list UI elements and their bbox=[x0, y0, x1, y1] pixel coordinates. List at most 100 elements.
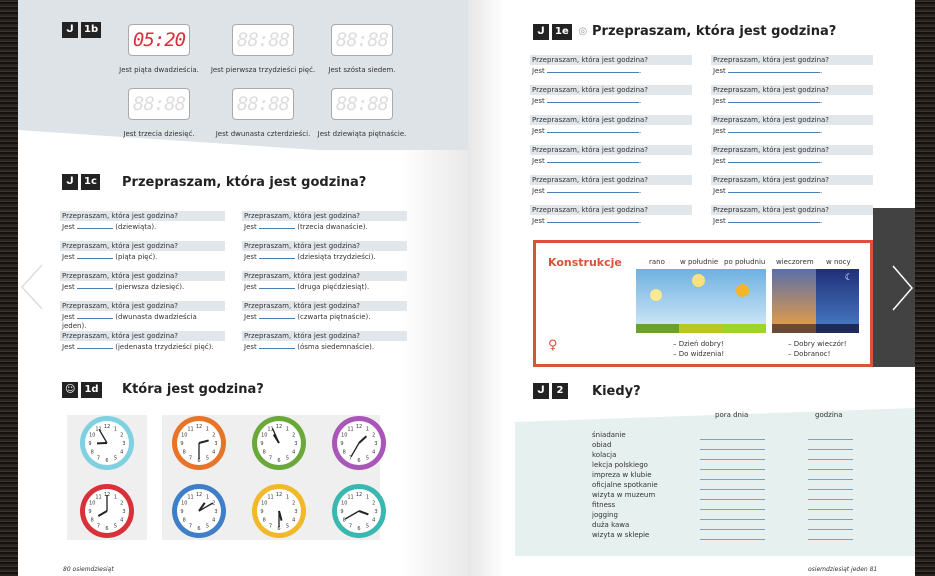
svg-text:9: 9 bbox=[180, 441, 183, 447]
godzina-blank[interactable] bbox=[808, 529, 853, 530]
pora-dnia-blank[interactable] bbox=[700, 449, 765, 450]
svg-text:2: 2 bbox=[212, 501, 215, 507]
answer-blank[interactable] bbox=[259, 282, 295, 289]
svg-text:3: 3 bbox=[122, 509, 125, 515]
activity-label: oficjalne spotkanie bbox=[592, 481, 658, 489]
exercise-badge-1c: ᒍ 1c bbox=[62, 174, 100, 190]
svg-text:8: 8 bbox=[183, 518, 186, 524]
pora-dnia-blank[interactable] bbox=[700, 519, 765, 520]
answer-blank[interactable] bbox=[728, 156, 820, 163]
page-number: 80 osiemdziesiąt bbox=[63, 566, 114, 573]
exercise-badge-1d: ☺ 1d bbox=[62, 382, 102, 398]
pora-dnia-blank[interactable] bbox=[700, 489, 765, 490]
answer-blank[interactable] bbox=[77, 282, 113, 289]
answer-blank[interactable] bbox=[77, 222, 113, 229]
svg-text:4: 4 bbox=[120, 450, 123, 456]
svg-text:12: 12 bbox=[356, 424, 362, 430]
svg-text:6: 6 bbox=[277, 458, 280, 464]
godzina-blank[interactable] bbox=[808, 519, 853, 520]
question-item: Przepraszam, która jest godzina? Jest (ós… bbox=[242, 331, 407, 353]
answer-blank[interactable] bbox=[259, 252, 295, 259]
pora-dnia-blank[interactable] bbox=[700, 469, 765, 470]
night-phrases: – Dobry wieczór! – Dobranoc! bbox=[788, 340, 847, 358]
answer-blank[interactable] bbox=[728, 96, 820, 103]
pora-dnia-blank[interactable] bbox=[700, 479, 765, 480]
godzina-blank[interactable] bbox=[808, 539, 853, 540]
pora-dnia-blank[interactable] bbox=[700, 529, 765, 530]
exercise-title-1c: Przepraszam, która jest godzina? bbox=[122, 175, 367, 190]
cd-icon[interactable]: ◎ bbox=[578, 26, 588, 37]
minute-hand bbox=[350, 442, 360, 458]
svg-text:9: 9 bbox=[260, 441, 263, 447]
godzina-blank[interactable] bbox=[808, 439, 853, 440]
svg-text:1: 1 bbox=[206, 494, 209, 500]
svg-text:3: 3 bbox=[294, 441, 297, 447]
godzina-blank[interactable] bbox=[808, 459, 853, 460]
svg-text:2: 2 bbox=[372, 501, 375, 507]
answer-blank[interactable] bbox=[547, 66, 639, 73]
svg-text:5: 5 bbox=[206, 456, 209, 462]
answer-blank[interactable] bbox=[728, 186, 820, 193]
kiedy-band bbox=[515, 408, 915, 556]
svg-text:7: 7 bbox=[97, 456, 100, 462]
svg-text:12: 12 bbox=[276, 492, 282, 498]
pora-dnia-blank[interactable] bbox=[700, 459, 765, 460]
svg-text:3: 3 bbox=[374, 441, 377, 447]
answer-blank[interactable] bbox=[259, 222, 295, 229]
svg-text:11: 11 bbox=[267, 426, 273, 432]
answer-blank[interactable] bbox=[547, 156, 639, 163]
activity-label: śniadanie bbox=[592, 431, 626, 439]
answer-blank[interactable] bbox=[547, 126, 639, 133]
answer-blank[interactable] bbox=[77, 312, 113, 319]
prev-page-button[interactable] bbox=[18, 262, 48, 312]
time-of-day-label: rano bbox=[649, 258, 665, 266]
digital-clock: 88:88 bbox=[232, 88, 294, 120]
svg-text:8: 8 bbox=[91, 518, 94, 524]
answer-blank[interactable] bbox=[77, 252, 113, 259]
activity-label: fitness bbox=[592, 501, 616, 509]
svg-text:11: 11 bbox=[347, 426, 353, 432]
svg-text:12: 12 bbox=[196, 492, 202, 498]
svg-text:8: 8 bbox=[343, 518, 346, 524]
left-page: ᒍ 1b 05:20 Jest piąta dwadzieścia. 88:88 Jes… bbox=[18, 0, 468, 576]
pora-dnia-blank[interactable] bbox=[700, 499, 765, 500]
svg-text:7: 7 bbox=[269, 524, 272, 530]
svg-text:10: 10 bbox=[181, 501, 187, 507]
answer-blank[interactable] bbox=[259, 342, 295, 349]
answer-blank[interactable] bbox=[259, 312, 295, 319]
svg-text:10: 10 bbox=[181, 433, 187, 439]
godzina-blank[interactable] bbox=[808, 489, 853, 490]
pora-dnia-blank[interactable] bbox=[700, 509, 765, 510]
godzina-blank[interactable] bbox=[808, 509, 853, 510]
answer-blank[interactable] bbox=[728, 126, 820, 133]
svg-text:9: 9 bbox=[180, 509, 183, 515]
godzina-blank[interactable] bbox=[808, 479, 853, 480]
svg-text:1: 1 bbox=[366, 494, 369, 500]
svg-text:8: 8 bbox=[91, 450, 94, 456]
answer-blank[interactable] bbox=[547, 216, 639, 223]
answer-blank[interactable] bbox=[728, 66, 820, 73]
svg-text:4: 4 bbox=[372, 518, 375, 524]
digital-clock: 88:88 bbox=[331, 24, 393, 56]
background-left bbox=[0, 0, 18, 576]
pora-dnia-blank[interactable] bbox=[700, 539, 765, 540]
svg-text:2: 2 bbox=[292, 433, 295, 439]
pora-dnia-blank[interactable] bbox=[700, 439, 765, 440]
svg-text:2: 2 bbox=[212, 433, 215, 439]
answer-blank[interactable] bbox=[547, 186, 639, 193]
godzina-blank[interactable] bbox=[808, 449, 853, 450]
godzina-blank[interactable] bbox=[808, 499, 853, 500]
next-page-button[interactable] bbox=[873, 208, 915, 367]
answer-blank[interactable] bbox=[547, 96, 639, 103]
question-item: Przepraszam, która jest godzina? Jest (tr… bbox=[242, 211, 407, 233]
question-item: Przepraszam, która jest godzina? Jest (dz… bbox=[242, 241, 407, 263]
svg-text:11: 11 bbox=[95, 426, 101, 432]
godzina-blank[interactable] bbox=[808, 469, 853, 470]
activity-label: impreza w klubie bbox=[592, 471, 652, 479]
svg-text:10: 10 bbox=[261, 501, 267, 507]
answer-blank[interactable] bbox=[728, 216, 820, 223]
question-item: Przepraszam, która jest godzina? Jest . bbox=[530, 145, 692, 167]
answer-blank[interactable] bbox=[77, 342, 113, 349]
